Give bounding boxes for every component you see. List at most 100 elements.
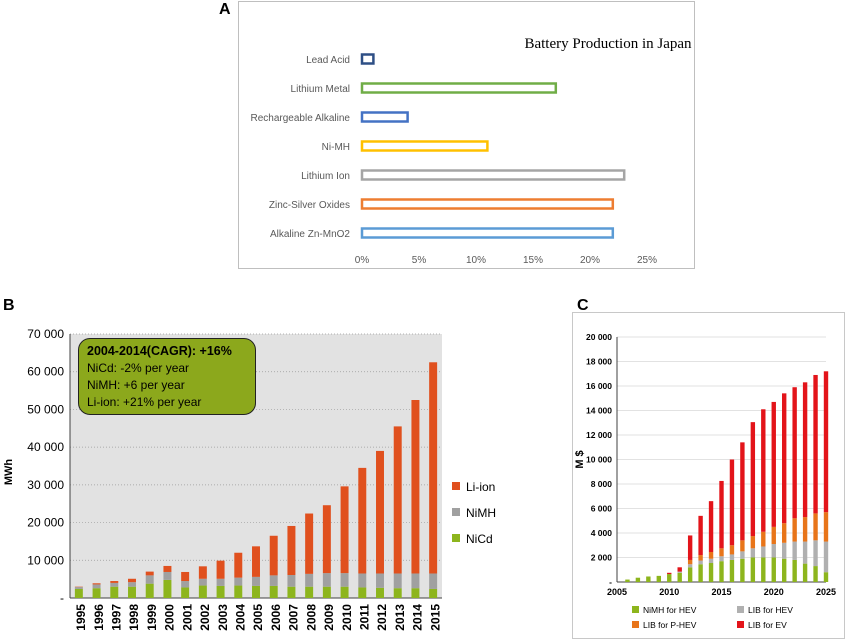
chart-b-bar-nimh-2015 bbox=[429, 573, 438, 589]
chart-a-panel: Battery Production in Japan Lead Acid Lith… bbox=[238, 1, 695, 269]
chart-b-bar-nimh-2012 bbox=[376, 573, 384, 588]
chart-c-bar-lib-for-ev-2018 bbox=[750, 422, 756, 537]
chart-a-title: Battery Production in Japan bbox=[524, 36, 692, 52]
chart-b-bar-nimh-2013 bbox=[393, 573, 402, 589]
chart-c-x-tick-label: 2025 bbox=[816, 587, 836, 597]
chart-c-bar-lib-for-ev-2020 bbox=[771, 401, 776, 527]
chart-c-legend-swatch-lib-for-ev bbox=[737, 621, 744, 628]
chart-c-bar-lib-for-ev-2024 bbox=[813, 374, 818, 514]
chart-b-bar-nicd-2013 bbox=[393, 588, 402, 598]
cagr-headline: 2004-2014(CAGR): +16% bbox=[87, 344, 232, 358]
chart-b-bar-nicd-2009 bbox=[322, 586, 331, 598]
chart-c-bar-lib-for-p-hev-2015 bbox=[719, 548, 724, 557]
chart-c-legend-swatch-lib-for-p-hev bbox=[632, 621, 639, 628]
chart-b-bar-nimh-2005 bbox=[252, 576, 260, 586]
chart-b-bar-nicd-1995 bbox=[74, 588, 83, 598]
chart-c-bar-lib-for-hev-2013 bbox=[698, 560, 703, 565]
chart-c-bar-lib-for-ev-2015 bbox=[719, 480, 724, 549]
chart-a-category-label: Alkaline Zn-MnO2 bbox=[270, 229, 350, 240]
chart-c-bar-nimh-for-hev-2016 bbox=[729, 559, 735, 582]
chart-c-bar-lib-for-hev-2023 bbox=[802, 541, 808, 564]
chart-b-x-tick-label: 2006 bbox=[269, 604, 283, 631]
chart-b-bar-nimh-1995 bbox=[74, 587, 83, 589]
chart-b-x-tick-label: 2015 bbox=[428, 604, 442, 631]
chart-b-bar-nimh-2011 bbox=[358, 573, 367, 588]
chart-b-x-tick-label: 2003 bbox=[216, 604, 230, 631]
chart-c-bar-nimh-for-hev-2006 bbox=[625, 579, 630, 582]
chart-a-x-tick-label: 10% bbox=[466, 255, 486, 266]
chart-a-bar-zinc-silver-oxides bbox=[360, 198, 615, 210]
chart-c-bar-lib-for-hev-2022 bbox=[792, 541, 797, 560]
chart-a-category-label: Zinc-Silver Oxides bbox=[269, 200, 350, 211]
chart-b-bar-nicd-2011 bbox=[358, 587, 367, 598]
chart-b-x-tick-label: 2005 bbox=[251, 604, 265, 631]
chart-b-bar-li-ion-1997 bbox=[110, 581, 119, 583]
chart-c-bar-lib-for-ev-2017 bbox=[740, 442, 745, 541]
chart-a-x-tick-label: 15% bbox=[523, 255, 543, 266]
chart-c-bar-lib-for-hev-2019 bbox=[761, 546, 766, 558]
chart-b-x-tick-label: 2001 bbox=[180, 604, 194, 631]
chart-b-x-tick-label: 1996 bbox=[92, 604, 106, 631]
chart-b-bar-nimh-2009 bbox=[322, 573, 331, 587]
chart-c-bar-nimh-for-hev-2019 bbox=[761, 557, 766, 582]
chart-b-bar-nimh-2008 bbox=[305, 573, 314, 587]
chart-b-bar-nicd-1998 bbox=[128, 586, 136, 598]
chart-c-y-tick-label: 2 000 bbox=[591, 553, 613, 563]
chart-b-y-tick-label: 40 000 bbox=[27, 440, 64, 454]
chart-c-legend-label-nimh-for-hev: NiMH for HEV bbox=[643, 605, 697, 615]
chart-b-x-tick-label: 2011 bbox=[357, 604, 371, 630]
chart-c-bar-lib-for-hev-2024 bbox=[813, 540, 818, 567]
chart-c-bar-lib-for-p-hev-2025 bbox=[823, 512, 829, 542]
chart-b-bar-nimh-2003 bbox=[216, 578, 225, 586]
chart-b-x-tick-label: 2010 bbox=[340, 604, 354, 631]
chart-a-bar-rechargeable-alkaline bbox=[360, 111, 409, 123]
cagr-li-ion: Li-ion: +21% per year bbox=[87, 395, 202, 409]
cagr-annotation: 2004-2014(CAGR): +16% NiCd: -2% per year… bbox=[78, 338, 256, 415]
chart-b-legend-label-nicd: NiCd bbox=[466, 532, 493, 546]
chart-b-bar-nimh-1998 bbox=[128, 582, 136, 587]
chart-c-y-tick-label: 14 000 bbox=[586, 406, 612, 416]
chart-c-bar-nimh-for-hev-2009 bbox=[656, 575, 661, 582]
chart-c-bar-lib-for-hev-2020 bbox=[771, 544, 776, 558]
chart-c-bar-lib-for-p-hev-2019 bbox=[761, 531, 766, 547]
chart-b-bar-nimh-2002 bbox=[198, 578, 207, 586]
chart-c-svg: - 2 000 4 000 6 000 8 000 10 000 12 000 14 000 1… bbox=[572, 312, 845, 639]
chart-c-bar-lib-for-ev-2013 bbox=[698, 515, 703, 556]
chart-b-bar-nimh-2010 bbox=[340, 573, 349, 587]
chart-c-bar-nimh-for-hev-2018 bbox=[750, 557, 756, 582]
chart-b-bar-li-ion-2014 bbox=[411, 400, 420, 574]
chart-b-bar-nicd-2006 bbox=[269, 585, 278, 598]
chart-c-bar-lib-for-hev-2017 bbox=[740, 551, 745, 559]
chart-c-bar-nimh-for-hev-2024 bbox=[813, 566, 818, 582]
chart-c-bar-lib-for-ev-2022 bbox=[792, 387, 797, 519]
chart-c-bar-nimh-for-hev-2007 bbox=[635, 577, 641, 582]
chart-c-y-tick-label: - bbox=[609, 577, 612, 587]
chart-a-x-tick-label: 25% bbox=[637, 255, 657, 266]
chart-c-bar-lib-for-p-hev-2014 bbox=[708, 551, 714, 559]
chart-a-category-label: Lithium Metal bbox=[291, 84, 350, 95]
chart-c-legend-label-lib-for-p-hev: LIB for P-HEV bbox=[643, 620, 697, 630]
panel-label-a: A bbox=[219, 1, 231, 18]
chart-a-bar-lithium-ion bbox=[360, 169, 626, 181]
chart-b-bar-li-ion-2005 bbox=[252, 546, 260, 577]
chart-b-bar-nicd-2010 bbox=[340, 586, 349, 598]
chart-b-x-tick-label: 1998 bbox=[127, 604, 141, 631]
chart-b-bar-nicd-2004 bbox=[234, 585, 243, 598]
chart-b-y-tick-label: - bbox=[60, 591, 64, 605]
chart-b-bar-li-ion-2012 bbox=[376, 450, 384, 574]
chart-a-x-tick-label: 20% bbox=[580, 255, 600, 266]
chart-b-y-axis-label: MWh bbox=[3, 459, 15, 486]
chart-b-bar-li-ion-2007 bbox=[287, 525, 296, 575]
chart-b-bar-li-ion-1996 bbox=[92, 583, 101, 585]
chart-b-bar-li-ion-2011 bbox=[358, 467, 367, 574]
chart-a-category-label: Lead Acid bbox=[306, 55, 350, 66]
cagr-nicd: NiCd: -2% per year bbox=[87, 361, 190, 375]
chart-b-bar-nicd-2012 bbox=[376, 587, 384, 598]
chart-b-bar-li-ion-2004 bbox=[234, 552, 243, 578]
chart-b-x-tick-label: 2013 bbox=[393, 604, 407, 631]
chart-b-bar-li-ion-2010 bbox=[340, 486, 349, 574]
chart-c-bar-lib-for-hev-2015 bbox=[719, 556, 724, 562]
chart-c-bar-lib-for-ev-2011 bbox=[677, 567, 682, 572]
chart-c-bar-nimh-for-hev-2020 bbox=[771, 557, 776, 582]
chart-b-x-tick-label: 2012 bbox=[375, 604, 389, 631]
